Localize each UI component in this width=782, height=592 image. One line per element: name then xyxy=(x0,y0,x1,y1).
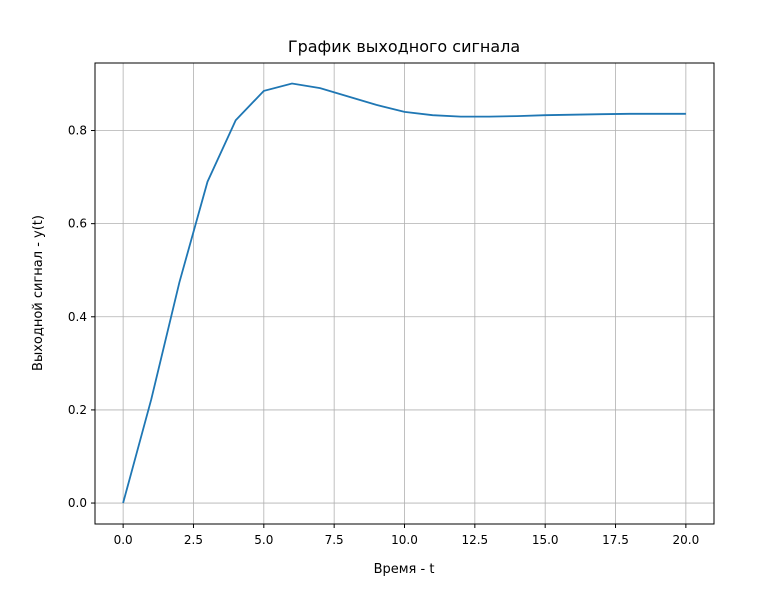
ticks: 0.0 2.5 5.0 7.5 10.0 12.5 15.0 17.5 20.0 0.0 0.2 0.… xyxy=(68,124,699,547)
x-tick-label: 12.5 xyxy=(461,533,488,547)
x-tick-label: 0.0 xyxy=(114,533,133,547)
x-tick-label: 5.0 xyxy=(254,533,273,547)
y-tick-label: 0.4 xyxy=(68,310,87,324)
x-axis-label: Время - t xyxy=(374,562,435,577)
x-tick-label: 15.0 xyxy=(532,533,559,547)
series-line xyxy=(122,82,686,504)
y-axis-label: Выходной сигнал - y(t) xyxy=(31,215,46,371)
y-tick-label: 0.2 xyxy=(68,403,87,417)
x-tick-label: 20.0 xyxy=(673,533,700,547)
series-layer xyxy=(122,82,686,504)
chart-title: График выходного сигнала xyxy=(288,37,520,56)
x-tick-label: 7.5 xyxy=(325,533,344,547)
y-tick-label: 0.6 xyxy=(68,217,87,231)
y-tick-label: 0.8 xyxy=(68,124,87,138)
x-tick-label: 2.5 xyxy=(184,533,203,547)
y-tick-label: 0.0 xyxy=(68,496,87,510)
x-tick-label: 10.0 xyxy=(391,533,418,547)
x-tick-label: 17.5 xyxy=(602,533,629,547)
grid xyxy=(95,63,714,524)
